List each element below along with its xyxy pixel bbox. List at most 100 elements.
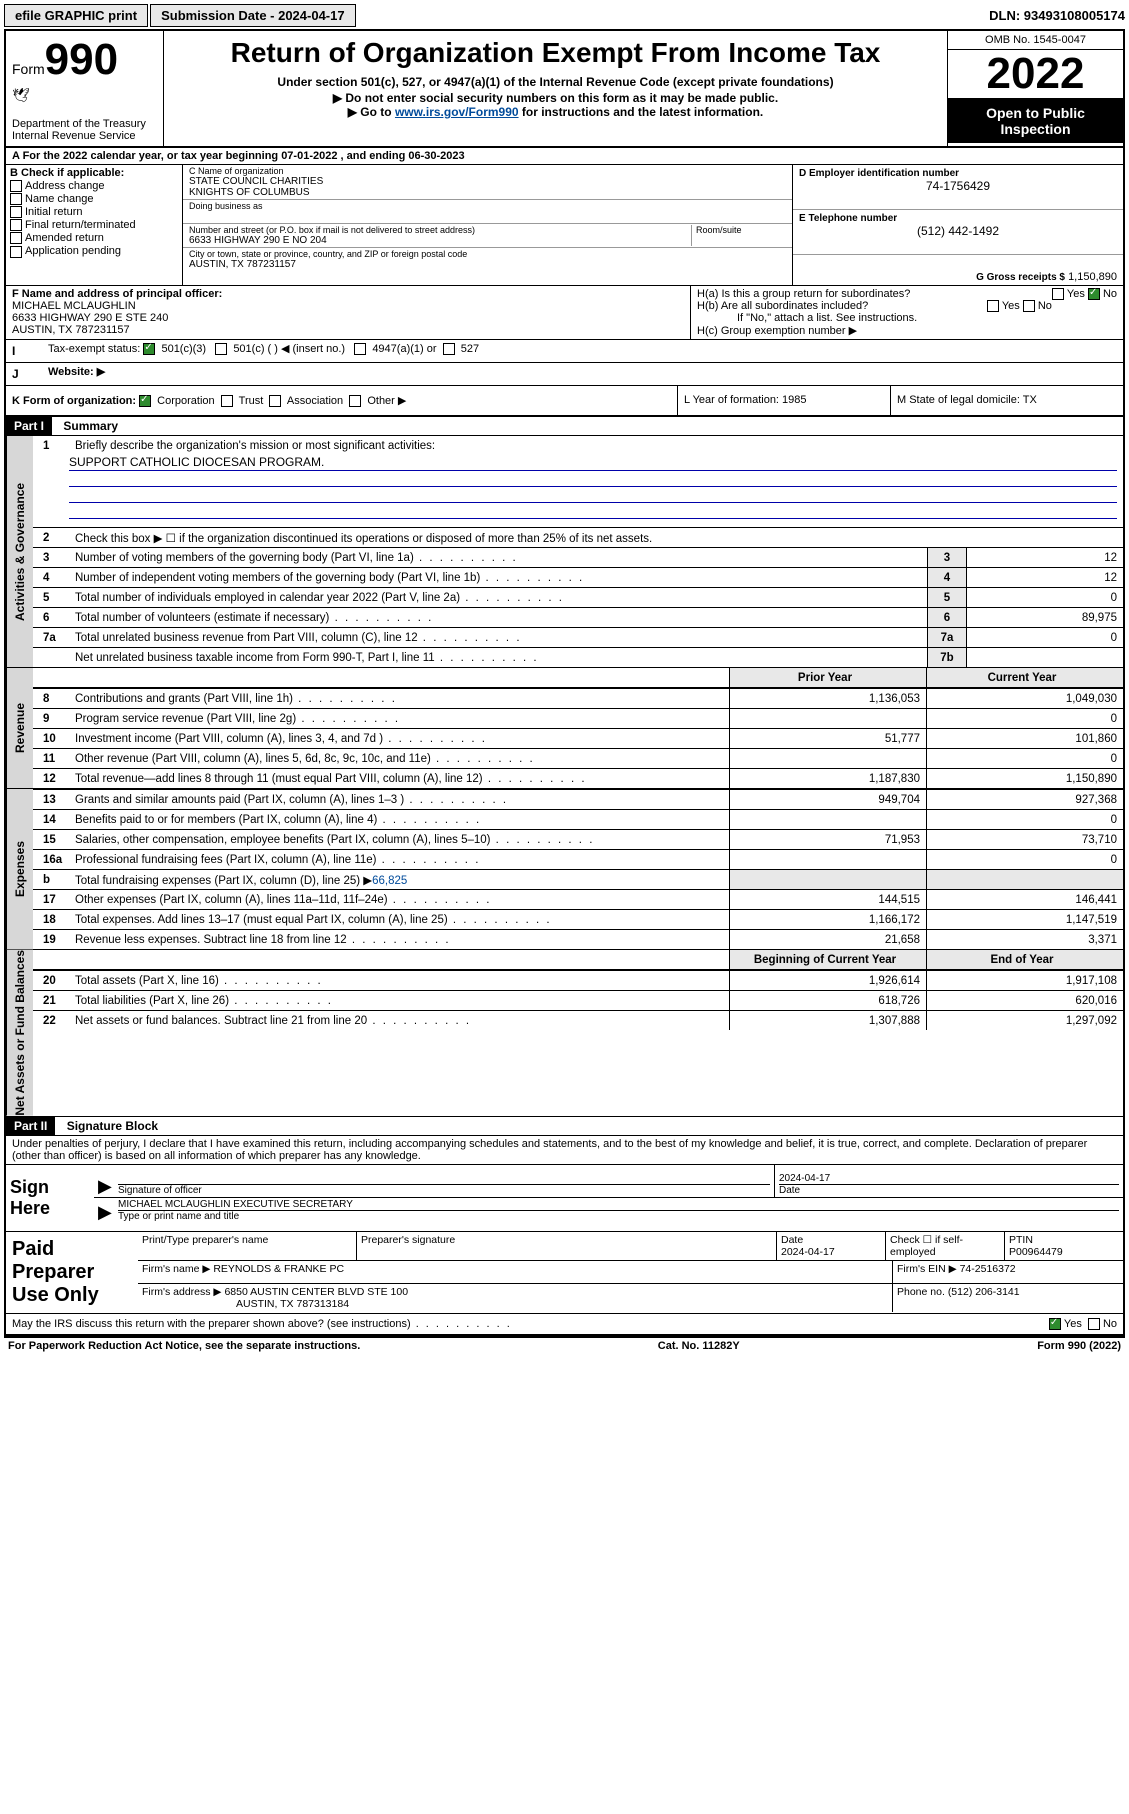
i-4947[interactable] (354, 343, 366, 355)
section-h: H(a) Is this a group return for subordin… (690, 286, 1123, 339)
tab-net-assets: Net Assets or Fund Balances (6, 950, 33, 1116)
row-i: I Tax-exempt status: 501(c)(3) 501(c) ( … (6, 340, 1123, 363)
inspect1: Open to Public (986, 105, 1085, 121)
chk-initial[interactable]: Initial return (10, 206, 178, 218)
i-527[interactable] (443, 343, 455, 355)
org-name-1: STATE COUNCIL CHARITIES (189, 176, 786, 187)
line-18: 18Total expenses. Add lines 13–17 (must … (33, 909, 1123, 929)
c-label: C Name of organization (189, 166, 786, 176)
phone-value: (512) 442-1492 (799, 224, 1117, 238)
prior-current-header: Revenue Prior Year Current Year 8Contrib… (6, 667, 1123, 788)
submission-date: Submission Date - 2024-04-17 (150, 4, 356, 27)
ha-yes[interactable] (1052, 288, 1064, 300)
section-i: Tax-exempt status: 501(c)(3) 501(c) ( ) … (42, 340, 1123, 362)
addr-label: Number and street (or P.O. box if mail i… (189, 225, 691, 235)
prep-row-2: Firm's name ▶ REYNOLDS & FRANKE PC Firm'… (138, 1261, 1123, 1284)
website-label: Website: ▶ (42, 363, 1123, 385)
i-501c[interactable] (215, 343, 227, 355)
chk-amended[interactable]: Amended return (10, 232, 178, 244)
line-9: 9Program service revenue (Part VIII, lin… (33, 708, 1123, 728)
h-a: H(a) Is this a group return for subordin… (697, 288, 1117, 300)
line-6: 6Total number of volunteers (estimate if… (33, 607, 1123, 627)
prep-firm: REYNOLDS & FRANKE PC (213, 1263, 344, 1275)
form-number: Form990 (12, 35, 157, 85)
chk-final[interactable]: Final return/terminated (10, 219, 178, 231)
city-cell: City or town, state or province, country… (183, 248, 792, 271)
header-left: Form990 🕊 Department of the Treasury Int… (6, 31, 164, 146)
sig-line-1: ▶ Signature of officer 2024-04-17 Date (94, 1165, 1123, 1198)
irs-link[interactable]: www.irs.gov/Form990 (395, 105, 519, 119)
header-mid: Return of Organization Exempt From Incom… (164, 31, 947, 146)
form-title: Return of Organization Exempt From Incom… (170, 37, 941, 69)
h-note: If "No," attach a list. See instructions… (697, 312, 1117, 324)
j-letter: J (6, 363, 42, 385)
hb-no[interactable] (1023, 300, 1035, 312)
omb-number: OMB No. 1545-0047 (948, 31, 1123, 50)
k-other[interactable] (349, 395, 361, 407)
note-link: ▶ Go to www.irs.gov/Form990 for instruct… (170, 105, 941, 119)
section-m: M State of legal domicile: TX (890, 386, 1123, 415)
part-ii-header: Part II Signature Block (6, 1116, 1123, 1136)
line-19: 19Revenue less expenses. Subtract line 1… (33, 929, 1123, 949)
net-col-headers: Beginning of Current Year End of Year (33, 950, 1123, 970)
line-21: 21Total liabilities (Part X, line 26)618… (33, 990, 1123, 1010)
prep-row-3: Firm's address ▶ 6850 AUSTIN CENTER BLVD… (138, 1284, 1123, 1312)
chk-address[interactable]: Address change (10, 180, 178, 192)
org-city: AUSTIN, TX 787231157 (189, 259, 786, 270)
q1: 1 Briefly describe the organization's mi… (33, 436, 1123, 455)
line-7b: Net unrelated business taxable income fr… (33, 647, 1123, 667)
note2-pre: ▶ Go to (348, 105, 395, 119)
gross-receipts-cell: G Gross receipts $ 1,150,890 (793, 255, 1123, 285)
prep-firm-label: Firm's name ▶ (142, 1263, 210, 1275)
mission-text: SUPPORT CATHOLIC DIOCESAN PROGRAM. (69, 455, 1117, 471)
note2-post: for instructions and the latest informat… (519, 105, 764, 119)
ein-value: 74-1756429 (799, 179, 1117, 193)
sig-name: MICHAEL MCLAUGHLIN EXECUTIVE SECRETARY (118, 1199, 1119, 1210)
prep-ptin: P00964479 (1009, 1246, 1063, 1258)
hdr-boy: Beginning of Current Year (729, 950, 926, 969)
prep-row-1: Print/Type preparer's name Preparer's si… (138, 1232, 1123, 1261)
k-assoc[interactable] (269, 395, 281, 407)
col-headers: Prior Year Current Year (33, 668, 1123, 688)
gross-receipts: 1,150,890 (1068, 271, 1117, 283)
chk-name[interactable]: Name change (10, 193, 178, 205)
sign-here-label: Sign Here (6, 1165, 94, 1231)
line-12: 12Total revenue—add lines 8 through 11 (… (33, 768, 1123, 788)
expenses-section: Expenses 13Grants and similar amounts pa… (6, 788, 1123, 949)
form-prefix: Form (12, 61, 45, 77)
line-3: 3Number of voting members of the governi… (33, 547, 1123, 567)
hdr-prior: Prior Year (729, 668, 926, 687)
net-assets-section: Net Assets or Fund Balances Beginning of… (6, 949, 1123, 1116)
discuss-yes[interactable] (1049, 1318, 1061, 1330)
org-name-cell: C Name of organization STATE COUNCIL CHA… (183, 165, 792, 200)
open-to-public: Open to Public Inspection (948, 99, 1123, 143)
city-label: City or town, state or province, country… (189, 249, 786, 259)
row-k-l-m: K Form of organization: Corporation Trus… (6, 386, 1123, 417)
sig-name-label: Type or print name and title (118, 1210, 1119, 1222)
prep-addr1: 6850 AUSTIN CENTER BLVD STE 100 (224, 1286, 408, 1298)
tax-year: 2022 (948, 50, 1123, 99)
q16b-val[interactable]: 66,825 (372, 875, 407, 887)
q16b-text: Total fundraising expenses (Part IX, col… (75, 875, 372, 887)
section-k: K Form of organization: Corporation Trus… (6, 386, 677, 415)
prep-h5: PTIN (1009, 1234, 1033, 1246)
line-13: 13Grants and similar amounts paid (Part … (33, 789, 1123, 809)
ha-no[interactable] (1088, 288, 1100, 300)
room-label: Room/suite (696, 225, 786, 235)
hb-yes[interactable] (987, 300, 999, 312)
b-title: B Check if applicable: (10, 167, 178, 179)
discuss-no[interactable] (1088, 1318, 1100, 1330)
org-addr: 6633 HIGHWAY 290 E NO 204 (189, 235, 691, 246)
chk-pending[interactable]: Application pending (10, 245, 178, 257)
paid-preparer-block: Paid Preparer Use Only Print/Type prepar… (6, 1231, 1123, 1314)
form-subtitle: Under section 501(c), 527, or 4947(a)(1)… (170, 75, 941, 89)
k-corp[interactable] (139, 395, 151, 407)
efile-btn[interactable]: efile GRAPHIC print (4, 4, 148, 27)
i-501c3[interactable] (143, 343, 155, 355)
k-trust[interactable] (221, 395, 233, 407)
q2: 2 Check this box ▶ ☐ if the organization… (33, 527, 1123, 547)
addr-cell: Number and street (or P.O. box if mail i… (183, 224, 792, 248)
note-ssn: ▶ Do not enter social security numbers o… (170, 91, 941, 105)
line-14: 14Benefits paid to or for members (Part … (33, 809, 1123, 829)
q16b: b Total fundraising expenses (Part IX, c… (33, 869, 1123, 889)
